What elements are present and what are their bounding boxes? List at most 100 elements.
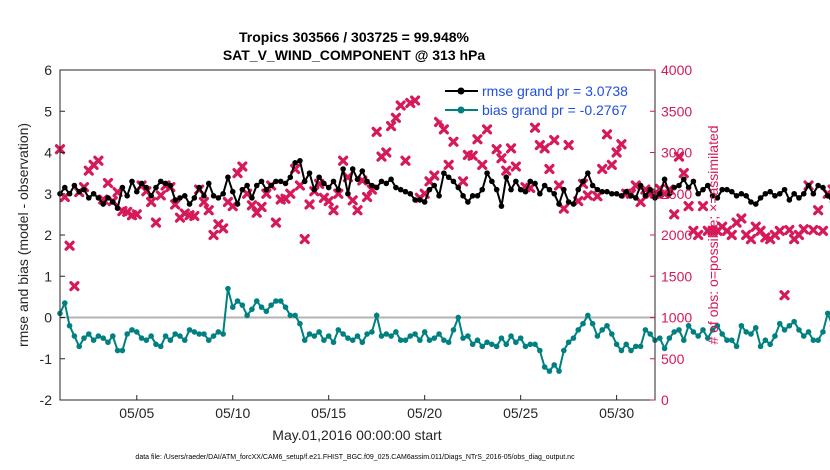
bias-point [340,331,346,337]
bias-point [805,329,812,335]
assimilated-point [246,200,258,211]
rmse-point [776,190,783,197]
y-left-tick-label: 1 [44,268,52,284]
rmse-point [229,188,236,195]
rmse-point [421,199,428,205]
bias-point [527,341,534,348]
bias-point [580,320,586,327]
rmse-point [373,184,380,191]
bias-point [633,343,639,350]
bias-point [815,337,821,343]
bias-point [292,312,298,319]
rmse-point [609,190,615,197]
rmse-point [177,195,183,201]
rmse-point [306,170,313,176]
rmse-point [786,197,793,203]
bias-point [455,314,462,321]
rmse-point [594,186,601,193]
rmse-point [369,182,375,189]
rmse-point [704,182,711,189]
bias-point [325,333,332,339]
bias-point [537,347,543,354]
rmse-point [426,186,433,193]
assimilated-point [606,159,617,170]
bias-point [796,327,802,333]
assimilated-point [443,159,454,170]
bias-point [421,329,428,335]
rmse-point [532,180,538,187]
bias-point [205,337,212,343]
bias-point [114,347,121,354]
legend: rmse grand pr = 3.0738 bias grand pr = -… [439,77,647,121]
assimilated-point [270,217,282,228]
bias-point [229,304,236,310]
assimilated-point [784,224,795,236]
assimilated-point [347,195,358,206]
bias-point [177,333,183,339]
rmse-point [671,184,677,191]
rmse-point [321,180,327,187]
bias-point [225,285,231,292]
rmse-point [340,166,346,172]
rmse-point [700,186,706,193]
rmse-point [354,176,361,183]
assimilated-point [93,155,104,166]
bias-point [618,347,625,354]
rmse-point [66,190,73,197]
rmse-point [335,186,342,193]
assimilated-point [808,224,819,236]
y-right-tick-label: 2000 [661,227,692,243]
bias-point [820,329,826,335]
rmse-point [796,195,802,201]
y-left-tick-label: 0 [44,310,52,326]
rmse-point [311,186,318,193]
x-axis: 05/05 05/10 05/15 05/20 05/25 05/30 [119,395,634,421]
bias-point [666,335,673,341]
bias-point [71,333,78,339]
rmse-point [186,201,193,207]
bias-point [695,333,701,339]
assimilated-point [616,139,627,150]
rmse-point [508,186,514,193]
rmse-point [196,184,202,191]
rmse-point [105,195,111,201]
rmse-point [690,178,697,185]
bias-point [656,335,663,341]
title-line-1: Tropics 303566 / 303725 = 99.948% [239,29,470,45]
assimilated-point [726,229,737,241]
bias-point [100,335,106,341]
rmse-point [738,190,745,197]
assimilated-point [371,126,382,137]
bias-point [772,333,778,339]
bias-point [244,312,250,319]
rmse-point [748,199,754,205]
rmse-point [661,176,668,183]
rmse-point [805,182,812,189]
bias-point [234,298,241,304]
rmse-point [580,178,586,185]
assimilated-point [198,196,210,208]
rmse-point [637,182,644,189]
rmse-point [225,174,231,181]
rmse-point [465,199,471,205]
assimilated-point [630,180,641,191]
bias-point [105,339,111,346]
bias-point [364,331,370,337]
rmse-point [719,186,725,193]
bias-point [637,343,644,350]
bias-point [752,325,759,331]
bias-point [493,343,500,350]
bias-point [239,302,246,308]
rmse-point [633,195,639,201]
rmse-point [138,180,145,187]
legend-bias-marker [457,106,465,114]
bias-point [148,333,154,339]
y-right-tick-label: 4000 [661,62,692,78]
bias-point [90,337,97,343]
bias-point [469,341,476,348]
rmse-point [479,186,486,193]
assimilated-point [328,205,339,216]
assimilated-point [155,190,166,201]
assimilated-point [635,196,646,208]
bias-point [556,368,562,374]
